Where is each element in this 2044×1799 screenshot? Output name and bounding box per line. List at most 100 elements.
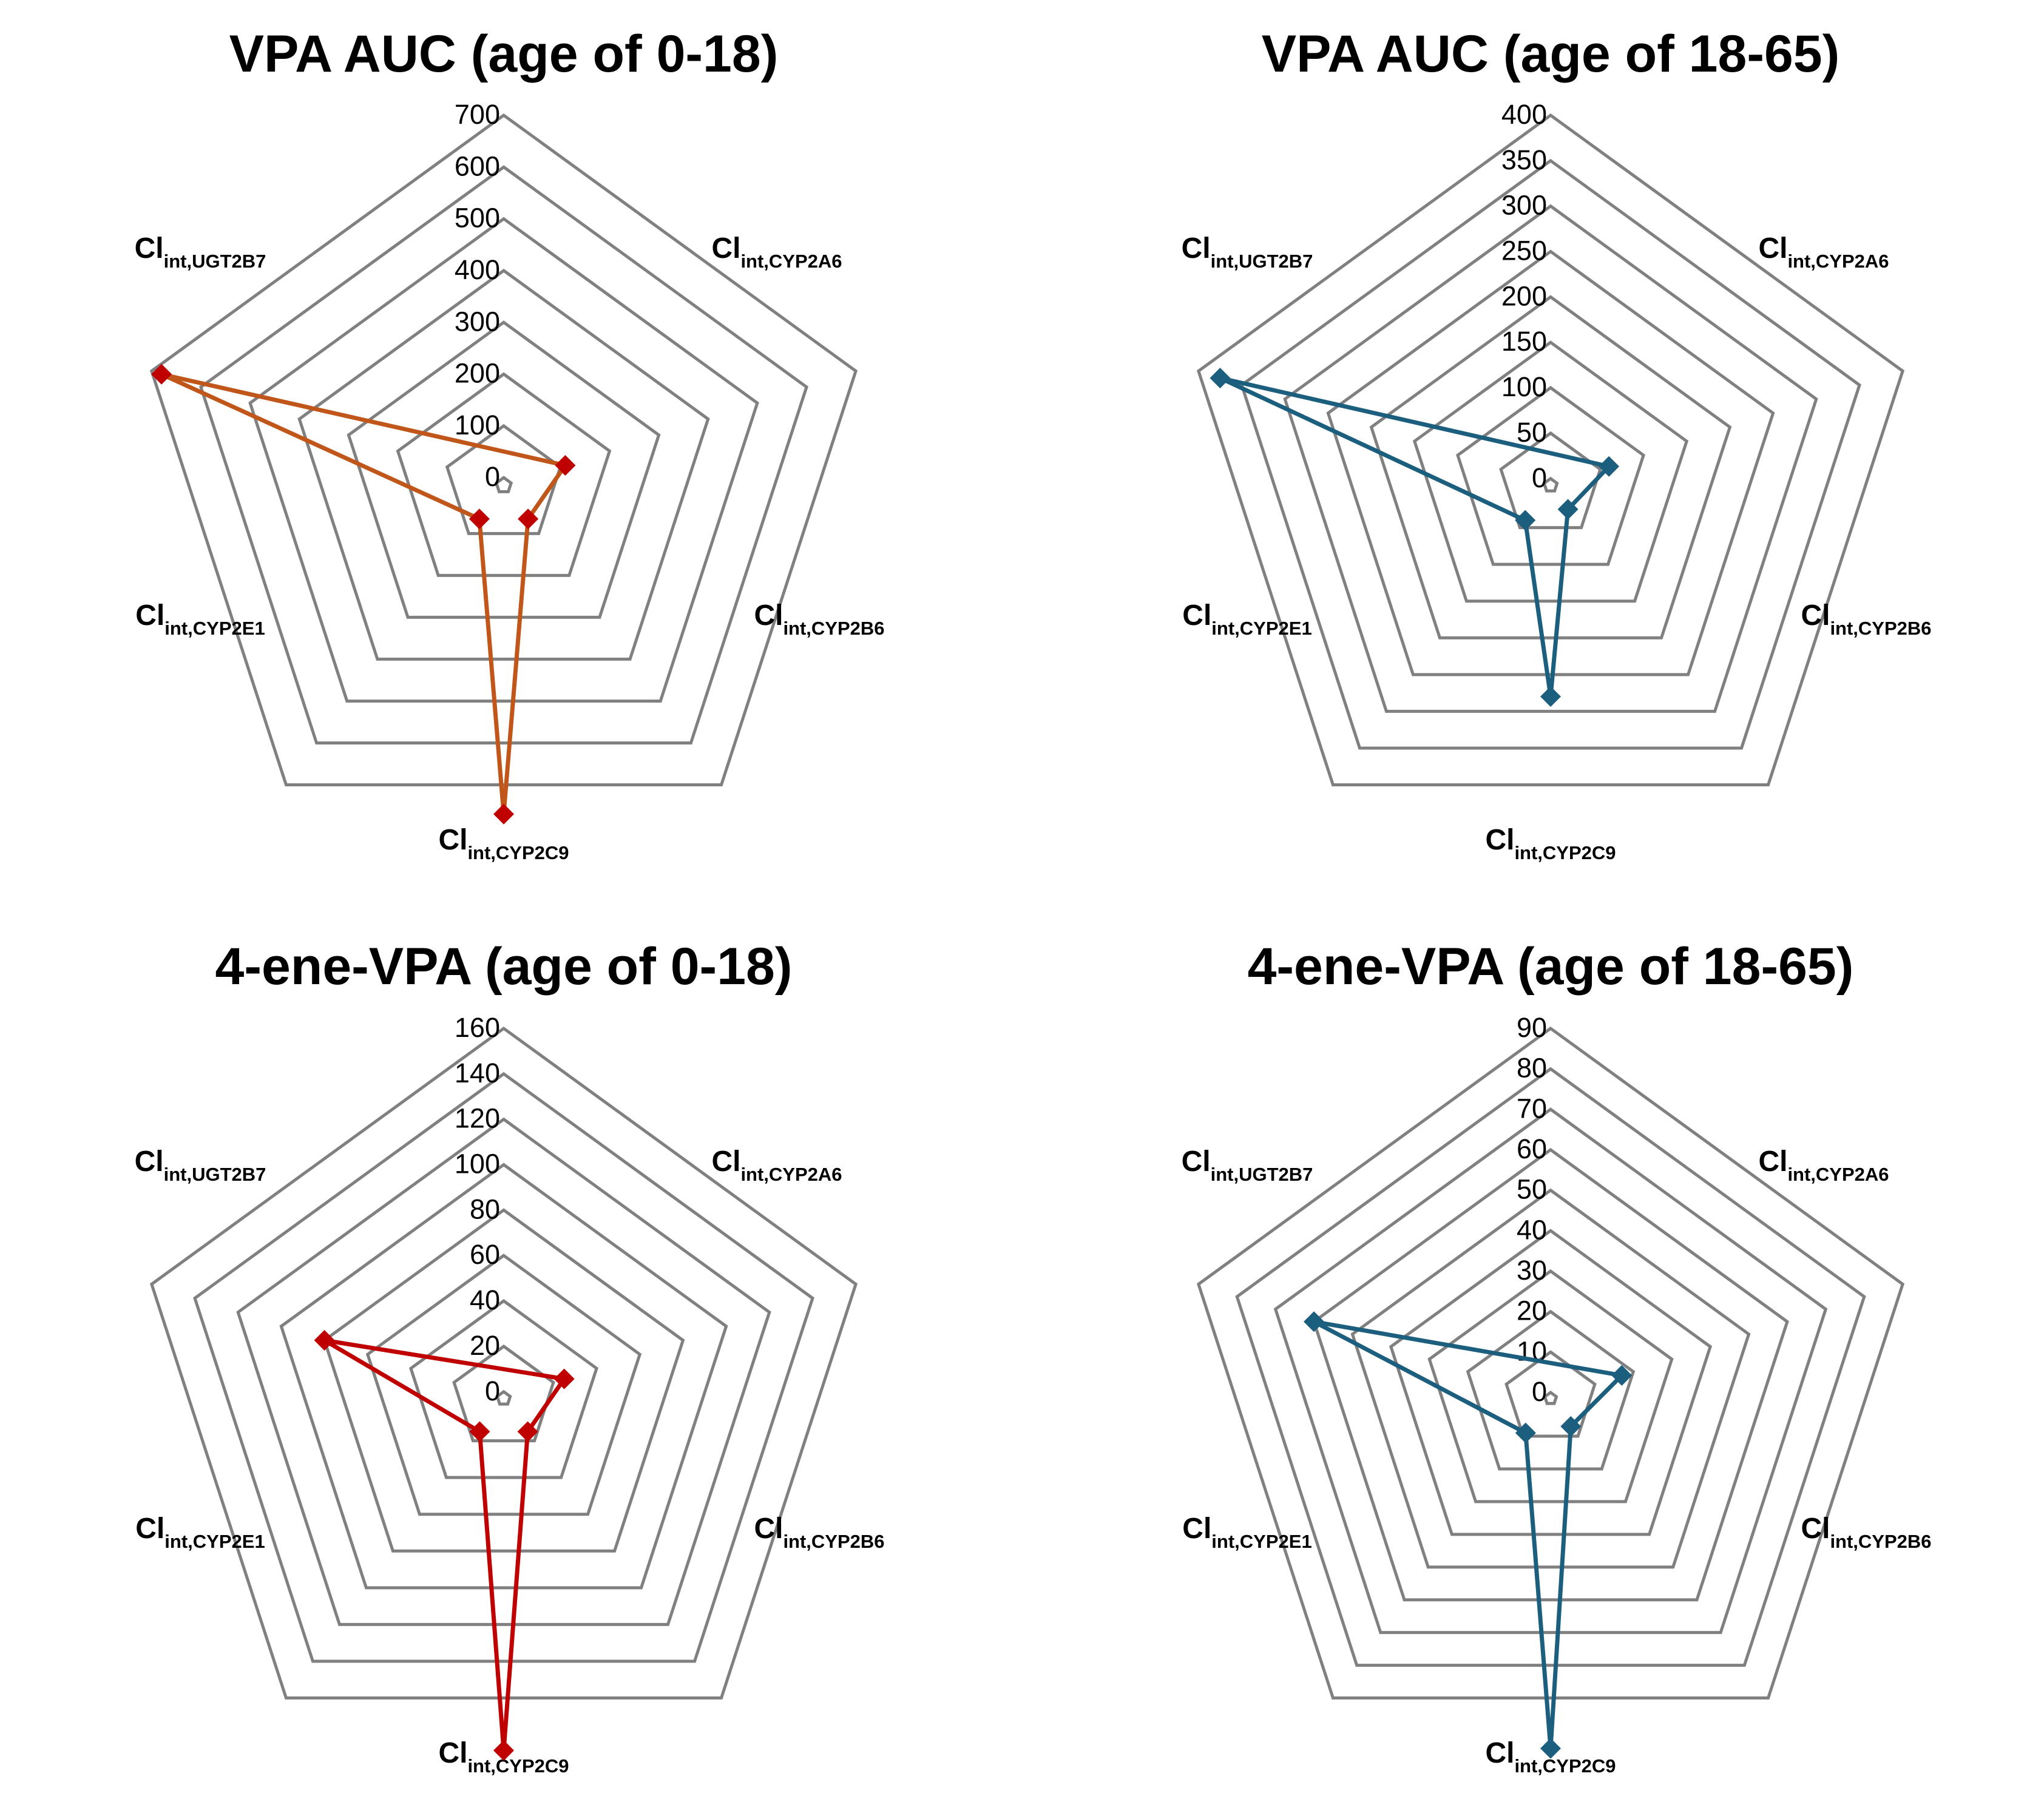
axis-label-main: Cl xyxy=(1801,1513,1830,1545)
axis-label: Clint,UGT2B7 xyxy=(135,232,266,272)
tick-label: 200 xyxy=(455,358,500,389)
grid-ring xyxy=(149,113,858,787)
axis-label-sub: int,CYP2E1 xyxy=(1211,618,1311,639)
axis-label-sub: int,CYP2E1 xyxy=(1211,1531,1311,1552)
tick-label: 50 xyxy=(1517,1174,1547,1205)
tick-label: 150 xyxy=(1501,326,1547,357)
axis-label-sub: int,CYP2B6 xyxy=(1830,1531,1931,1552)
chart-title: VPA AUC (age of 18-65) xyxy=(1262,25,1840,83)
data-point xyxy=(469,508,490,530)
grid-ring xyxy=(149,1026,858,1700)
tick-label: 300 xyxy=(455,306,500,337)
data-point xyxy=(1515,1422,1536,1443)
data-point xyxy=(151,363,172,385)
grid-ring xyxy=(1369,295,1732,640)
radar-chart: VPA AUC (age of 18-65) 0 50 100 150 200 250 300… xyxy=(1182,25,1932,863)
tick-label: 700 xyxy=(455,99,500,130)
data-point xyxy=(493,803,514,825)
axis-label-main: Cl xyxy=(754,1513,783,1545)
data-point xyxy=(517,1421,538,1442)
axis-label-main: Cl xyxy=(1485,1737,1514,1769)
grid-ring xyxy=(1504,1350,1597,1438)
axis-label: Clint,CYP2C9 xyxy=(438,824,569,863)
tick-label: 0 xyxy=(485,1375,500,1406)
axis-label-main: Cl xyxy=(1182,1146,1211,1178)
grid-ring xyxy=(494,476,513,493)
data-point xyxy=(1599,456,1620,477)
axis-label-main: Cl xyxy=(1182,232,1211,265)
grid-ring xyxy=(248,217,759,703)
grid-ring xyxy=(347,320,661,619)
grid-ring xyxy=(409,1298,598,1479)
series-line xyxy=(1311,1319,1624,1751)
axis-label-main: Cl xyxy=(135,599,164,632)
tick-label: 0 xyxy=(1532,462,1547,493)
axis-label: Clint,CYP2B6 xyxy=(754,1513,884,1552)
axis-label: Clint,CYP2E1 xyxy=(1182,1513,1311,1552)
axis-label: Clint,CYP2E1 xyxy=(1182,599,1311,639)
axis-label-sub: int,CYP2E1 xyxy=(164,618,265,639)
axis-label-main: Cl xyxy=(135,1513,164,1545)
radar-chart: VPA AUC (age of 0-18) 0 100 200 300 400 500 600… xyxy=(135,25,885,863)
axis-label-sub: int,CYP2A6 xyxy=(1787,251,1889,272)
grid-ring xyxy=(199,165,808,744)
tick-label: 200 xyxy=(1501,280,1547,311)
tick-label: 30 xyxy=(1517,1255,1547,1286)
chart-title: VPA AUC (age of 0-18) xyxy=(229,25,779,83)
grid-ring xyxy=(1312,1147,1789,1602)
series-line xyxy=(1217,376,1611,699)
data-point xyxy=(1515,510,1536,531)
data-point xyxy=(1210,368,1231,389)
data-point xyxy=(1540,1738,1561,1759)
tick-label: 140 xyxy=(455,1058,500,1089)
tick-label: 100 xyxy=(455,410,500,440)
tick-label: 600 xyxy=(455,150,500,181)
grid-ring xyxy=(1466,1309,1636,1471)
axis-label-sub: int,CYP2C9 xyxy=(1514,1755,1616,1777)
axis-label-main: Cl xyxy=(438,1737,467,1769)
axis-label: Clint,UGT2B7 xyxy=(1182,1146,1313,1185)
data-point xyxy=(553,1368,575,1389)
grid-ring xyxy=(1273,1107,1828,1635)
chart-title: 4-ene-VPA (age of 0-18) xyxy=(215,937,793,996)
grid-ring xyxy=(1427,1269,1674,1504)
data-point xyxy=(1611,1365,1633,1386)
grid-ring xyxy=(279,1163,728,1590)
axis-label: Clint,CYP2A6 xyxy=(1758,232,1889,272)
data-point xyxy=(1557,499,1579,520)
axis-label: Clint,CYP2A6 xyxy=(1758,1146,1889,1185)
grid-ring xyxy=(1235,1067,1866,1667)
tick-label: 40 xyxy=(470,1284,500,1315)
axis-label: Clint,CYP2A6 xyxy=(711,232,842,272)
axis-label-sub: int,CYP2C9 xyxy=(1514,842,1616,863)
axis-label-sub: int,UGT2B7 xyxy=(164,1164,266,1185)
tick-label: 80 xyxy=(1517,1053,1547,1084)
tick-label: 0 xyxy=(485,461,500,492)
tick-label: 250 xyxy=(1501,235,1547,266)
grid-ring xyxy=(1240,158,1861,750)
tick-label: 120 xyxy=(455,1103,500,1134)
tick-label: 20 xyxy=(470,1330,500,1361)
grid-ring xyxy=(1389,1229,1713,1536)
axis-label-sub: int,UGT2B7 xyxy=(1211,1164,1313,1185)
grid-ring xyxy=(1196,113,1905,787)
axis-label-main: Cl xyxy=(438,824,467,856)
grid-ring xyxy=(396,372,612,577)
grid-ring xyxy=(1326,249,1775,677)
tick-label: 0 xyxy=(1532,1376,1547,1407)
axis-label: Clint,CYP2B6 xyxy=(1801,1513,1931,1552)
radar-chart: 4-ene-VPA (age of 0-18) 0 20 40 60 80 100 120 14… xyxy=(135,937,885,1777)
tick-label: 90 xyxy=(1517,1012,1547,1043)
grid-ring xyxy=(322,1208,685,1553)
axis-label-sub: int,UGT2B7 xyxy=(164,251,266,272)
tick-label: 100 xyxy=(455,1149,500,1180)
tick-label: 60 xyxy=(470,1239,500,1270)
tick-label: 500 xyxy=(455,203,500,234)
axis-label: Clint,CYP2A6 xyxy=(711,1146,842,1185)
grid-ring xyxy=(1542,476,1559,493)
axis-label: Clint,CYP2B6 xyxy=(1801,599,1931,639)
tick-label: 400 xyxy=(1501,99,1547,130)
tick-label: 50 xyxy=(1517,417,1547,448)
axis-label-main: Cl xyxy=(711,1146,740,1178)
